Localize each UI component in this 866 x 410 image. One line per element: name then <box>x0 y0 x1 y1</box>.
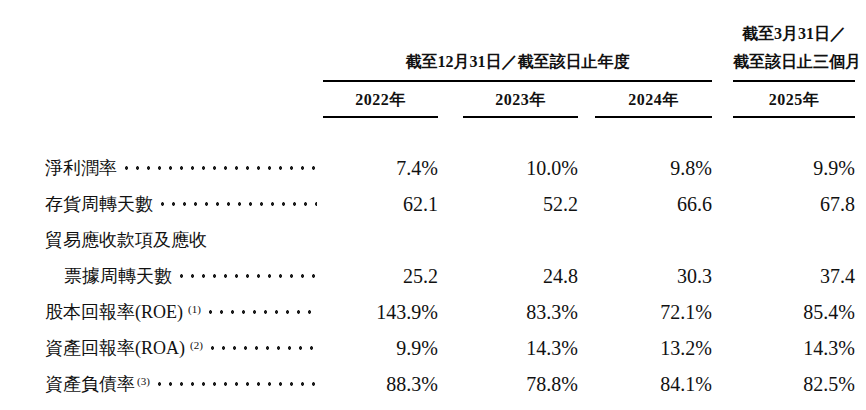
header-spacer-cell <box>45 82 323 118</box>
table-body: 淨利潤率7.4%10.0%9.8%9.9%存貨周轉天數62.152.266.66… <box>45 150 855 402</box>
row-label-cell: 資產回報率(ROA) (2) <box>45 336 323 360</box>
row-value: 84.1% <box>578 373 712 396</box>
row-value: 67.8 <box>712 193 855 216</box>
dot-leader <box>154 372 317 396</box>
table-row: 資產負債率(3)88.3%78.8%84.1%82.5% <box>45 366 855 402</box>
row-label: 存貨周轉天數 <box>45 192 153 216</box>
row-value: 9.9% <box>323 337 438 360</box>
dot-leader <box>205 300 317 324</box>
row-value: 82.5% <box>712 373 855 396</box>
row-value: 66.6 <box>578 193 712 216</box>
footnote-marker: (1) <box>188 304 201 315</box>
row-label: 票據周轉天數 <box>45 264 172 288</box>
row-value: 9.8% <box>578 157 712 180</box>
table-row: 股本回報率(ROE) (1) 143.9%83.3%72.1%85.4% <box>45 294 855 330</box>
column-group-quarter-line2: 截至該日止三個月 <box>733 48 855 76</box>
table-row: 資產回報率(ROA)(2)9.9%14.3%13.2%14.3% <box>45 330 855 366</box>
row-value: 9.9% <box>712 157 855 180</box>
year-column-header-label: 2024年 <box>595 82 712 118</box>
row-value: 72.1% <box>578 301 712 324</box>
year-column-header-label: 2022年 <box>323 82 438 118</box>
row-value: 13.2% <box>578 337 712 360</box>
footnote-marker: (3) <box>137 376 150 387</box>
dot-leader <box>211 228 317 252</box>
row-value: 78.8% <box>438 373 578 396</box>
row-label: 淨利潤率 <box>45 156 117 180</box>
row-value: 88.3% <box>323 373 438 396</box>
row-value: 10.0% <box>438 157 578 180</box>
row-label-cell: 資產負債率(3) <box>45 372 323 396</box>
dot-leader <box>176 264 317 288</box>
year-column-header: 2023年 <box>438 82 578 118</box>
row-value: 14.3% <box>712 337 855 360</box>
row-value: 85.4% <box>712 301 855 324</box>
footnote-marker: (2) <box>190 340 203 351</box>
row-label: 資產回報率(ROA) <box>45 336 185 360</box>
table-row: 票據周轉天數 25.224.830.337.4 <box>45 258 855 294</box>
row-value: 62.1 <box>323 193 438 216</box>
row-label-cell: 存貨周轉天數 <box>45 192 323 216</box>
row-value: 24.8 <box>438 265 578 288</box>
table-row: 存貨周轉天數 62.152.266.667.8 <box>45 186 855 222</box>
row-label-cell: 股本回報率(ROE) (1) <box>45 300 323 324</box>
financial-ratios-table: 截至12月31日／截至該日止年度 截至3月31日／ 截至該日止三個月 2022年… <box>45 20 855 402</box>
table-row: 貿易應收款項及應收 <box>45 222 855 258</box>
row-value: 143.9% <box>323 301 438 324</box>
row-value: 30.3 <box>578 265 712 288</box>
dot-leader <box>121 156 317 180</box>
year-column-header: 2022年 <box>323 82 438 118</box>
column-group-quarter-line1: 截至3月31日／ <box>733 20 855 48</box>
row-label-cell: 淨利潤率 <box>45 156 323 180</box>
dot-leader <box>207 336 317 360</box>
row-value: 52.2 <box>438 193 578 216</box>
column-group-quarter: 截至3月31日／ 截至該日止三個月 <box>712 20 855 82</box>
table-header-group-row: 截至12月31日／截至該日止年度 截至3月31日／ 截至該日止三個月 <box>45 20 855 82</box>
financial-ratios-page: 截至12月31日／截至該日止年度 截至3月31日／ 截至該日止三個月 2022年… <box>0 0 866 410</box>
row-label: 資產負債率 <box>45 372 135 396</box>
table-header-years-row: 2022年 2023年 2024年 2025年 <box>45 82 855 118</box>
year-column-header-label: 2023年 <box>463 82 578 118</box>
row-value: 37.4 <box>712 265 855 288</box>
row-value: 83.3% <box>438 301 578 324</box>
year-column-header-label: 2025年 <box>733 82 855 118</box>
dot-leader <box>157 192 317 216</box>
column-group-annual-label: 截至12月31日／截至該日止年度 <box>406 48 630 76</box>
column-group-annual: 截至12月31日／截至該日止年度 <box>323 20 712 82</box>
row-label-cell: 貿易應收款項及應收 <box>45 228 323 252</box>
row-label-cell: 票據周轉天數 <box>45 264 323 288</box>
row-label: 貿易應收款項及應收 <box>45 228 207 252</box>
row-value: 7.4% <box>323 157 438 180</box>
column-group-quarter-label: 截至3月31日／ 截至該日止三個月 <box>733 20 855 82</box>
header-spacer-cell <box>45 20 323 82</box>
row-value: 25.2 <box>323 265 438 288</box>
row-value: 14.3% <box>438 337 578 360</box>
year-column-header: 2025年 <box>712 82 855 118</box>
year-column-header: 2024年 <box>578 82 712 118</box>
table-row: 淨利潤率 7.4%10.0%9.8%9.9% <box>45 150 855 186</box>
row-label: 股本回報率(ROE) <box>45 300 183 324</box>
